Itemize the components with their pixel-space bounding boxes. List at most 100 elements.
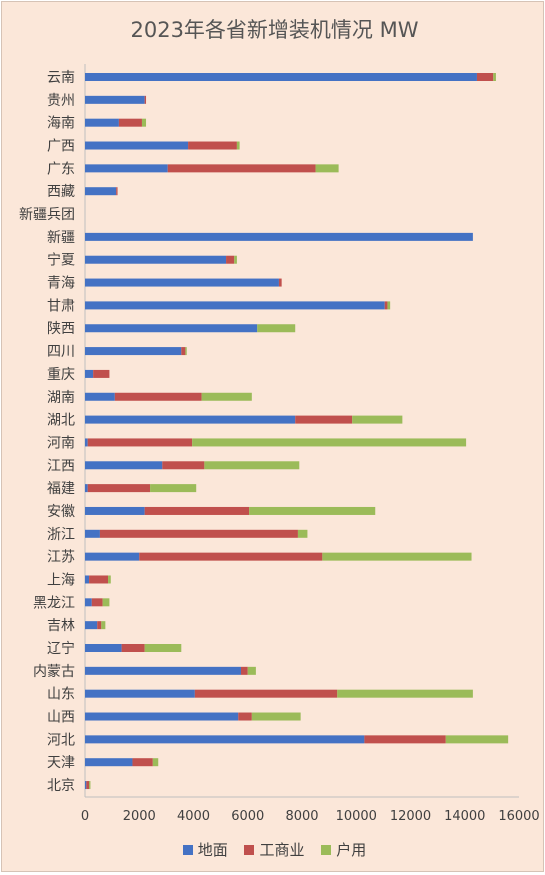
bar-commercial bbox=[144, 95, 147, 104]
bar-commercial bbox=[118, 118, 142, 127]
bar-residential bbox=[315, 164, 339, 173]
bar-commercial bbox=[87, 484, 151, 493]
y-tick-label: 青海 bbox=[47, 276, 75, 292]
bar-commercial bbox=[188, 141, 237, 150]
bar-residential bbox=[192, 438, 467, 447]
bar-commercial bbox=[91, 598, 103, 607]
legend-label-commercial: 工商业 bbox=[259, 841, 305, 859]
legend-swatch-commercial bbox=[244, 845, 255, 855]
x-tick-label: 16000 bbox=[498, 809, 539, 824]
y-tick-label: 江苏 bbox=[47, 550, 75, 566]
bar-commercial bbox=[278, 278, 282, 287]
bar-commercial bbox=[116, 187, 118, 196]
bar-commercial bbox=[132, 758, 153, 767]
y-tick-label: 福建 bbox=[47, 481, 75, 497]
y-tick-label: 广西 bbox=[47, 139, 75, 155]
y-tick-label: 山东 bbox=[47, 687, 75, 703]
bar-residential bbox=[247, 666, 256, 675]
bar-commercial bbox=[86, 781, 90, 790]
bar-commercial bbox=[384, 301, 388, 310]
bar-residential bbox=[201, 392, 252, 401]
bar-commercial bbox=[97, 621, 102, 630]
bar-ground bbox=[85, 347, 182, 356]
bar-commercial bbox=[476, 73, 494, 81]
legend-label-residential: 户用 bbox=[336, 841, 367, 859]
bar-ground bbox=[85, 118, 119, 127]
y-tick-label: 安徽 bbox=[47, 504, 75, 520]
y-tick-label: 上海 bbox=[47, 572, 75, 588]
y-tick-label: 陕西 bbox=[47, 321, 75, 337]
y-tick-label: 新疆 bbox=[47, 230, 75, 246]
x-tick-label: 6000 bbox=[231, 809, 264, 824]
bar-commercial bbox=[144, 506, 250, 515]
bar-residential bbox=[144, 644, 182, 652]
y-tick-label: 宁夏 bbox=[47, 252, 75, 269]
bar-ground bbox=[85, 415, 296, 424]
bar-commercial bbox=[121, 644, 145, 652]
bar-ground bbox=[85, 232, 473, 241]
bar-ground bbox=[85, 369, 94, 378]
y-tick-label: 辽宁 bbox=[47, 640, 75, 657]
y-tick-label: 四川 bbox=[47, 344, 75, 360]
y-tick-label: 广东 bbox=[47, 161, 75, 177]
y-tick-label: 天津 bbox=[47, 755, 75, 771]
bar-ground bbox=[85, 255, 227, 264]
chart-title: 2023年各省新增装机情况 MW bbox=[130, 18, 419, 42]
bar-commercial bbox=[162, 461, 205, 470]
bar-residential bbox=[185, 347, 187, 356]
bar-residential bbox=[387, 301, 391, 310]
bar-residential bbox=[89, 781, 91, 790]
y-tick-label: 内蒙古 bbox=[33, 664, 75, 680]
bar-residential bbox=[322, 552, 472, 561]
bar-residential bbox=[150, 484, 197, 493]
x-tick-label: 10000 bbox=[336, 809, 377, 824]
bar-ground bbox=[85, 164, 168, 173]
legend-swatch-residential bbox=[321, 845, 332, 855]
bar-ground bbox=[85, 506, 145, 515]
bar-residential bbox=[297, 529, 308, 538]
bar-ground bbox=[85, 552, 140, 561]
bar-ground bbox=[85, 278, 279, 287]
bar-ground bbox=[85, 438, 88, 447]
bar-ground bbox=[85, 666, 241, 675]
y-tick-label: 吉林 bbox=[47, 618, 75, 634]
y-tick-label: 北京 bbox=[47, 778, 75, 794]
bar-commercial bbox=[181, 347, 186, 356]
x-tick-label: 4000 bbox=[177, 809, 210, 824]
bar-residential bbox=[236, 141, 240, 150]
bar-commercial bbox=[99, 529, 298, 538]
x-tick-label: 12000 bbox=[390, 809, 431, 824]
bar-residential bbox=[108, 575, 111, 584]
bar-residential bbox=[493, 73, 496, 81]
bar-ground bbox=[85, 644, 122, 652]
y-tick-label: 湖北 bbox=[47, 413, 75, 429]
bar-commercial bbox=[226, 255, 235, 264]
y-tick-label: 黑龙江 bbox=[33, 595, 75, 611]
bar-commercial bbox=[240, 666, 248, 675]
bar-ground bbox=[85, 461, 163, 470]
legend-swatch-ground bbox=[182, 845, 193, 855]
bar-residential bbox=[234, 255, 237, 264]
bar-commercial bbox=[87, 438, 193, 447]
bar-residential bbox=[141, 118, 147, 127]
y-tick-label: 湖南 bbox=[47, 390, 75, 406]
bar-commercial bbox=[295, 415, 353, 424]
bar-ground bbox=[85, 141, 189, 150]
y-tick-label: 河南 bbox=[47, 435, 75, 451]
bar-ground bbox=[85, 712, 239, 721]
bar-ground bbox=[85, 575, 90, 584]
legend-item-ground: 地面 bbox=[182, 839, 228, 860]
bar-residential bbox=[445, 735, 509, 744]
x-tick-label: 14000 bbox=[444, 809, 485, 824]
bar-ground bbox=[85, 324, 258, 333]
bar-commercial bbox=[114, 392, 202, 401]
y-tick-label: 贵州 bbox=[47, 93, 75, 109]
bar-residential bbox=[204, 461, 300, 470]
bar-ground bbox=[85, 484, 88, 493]
bar-residential bbox=[249, 506, 376, 515]
bar-commercial bbox=[93, 369, 110, 378]
bar-ground bbox=[85, 621, 98, 630]
bar-commercial bbox=[238, 712, 252, 721]
